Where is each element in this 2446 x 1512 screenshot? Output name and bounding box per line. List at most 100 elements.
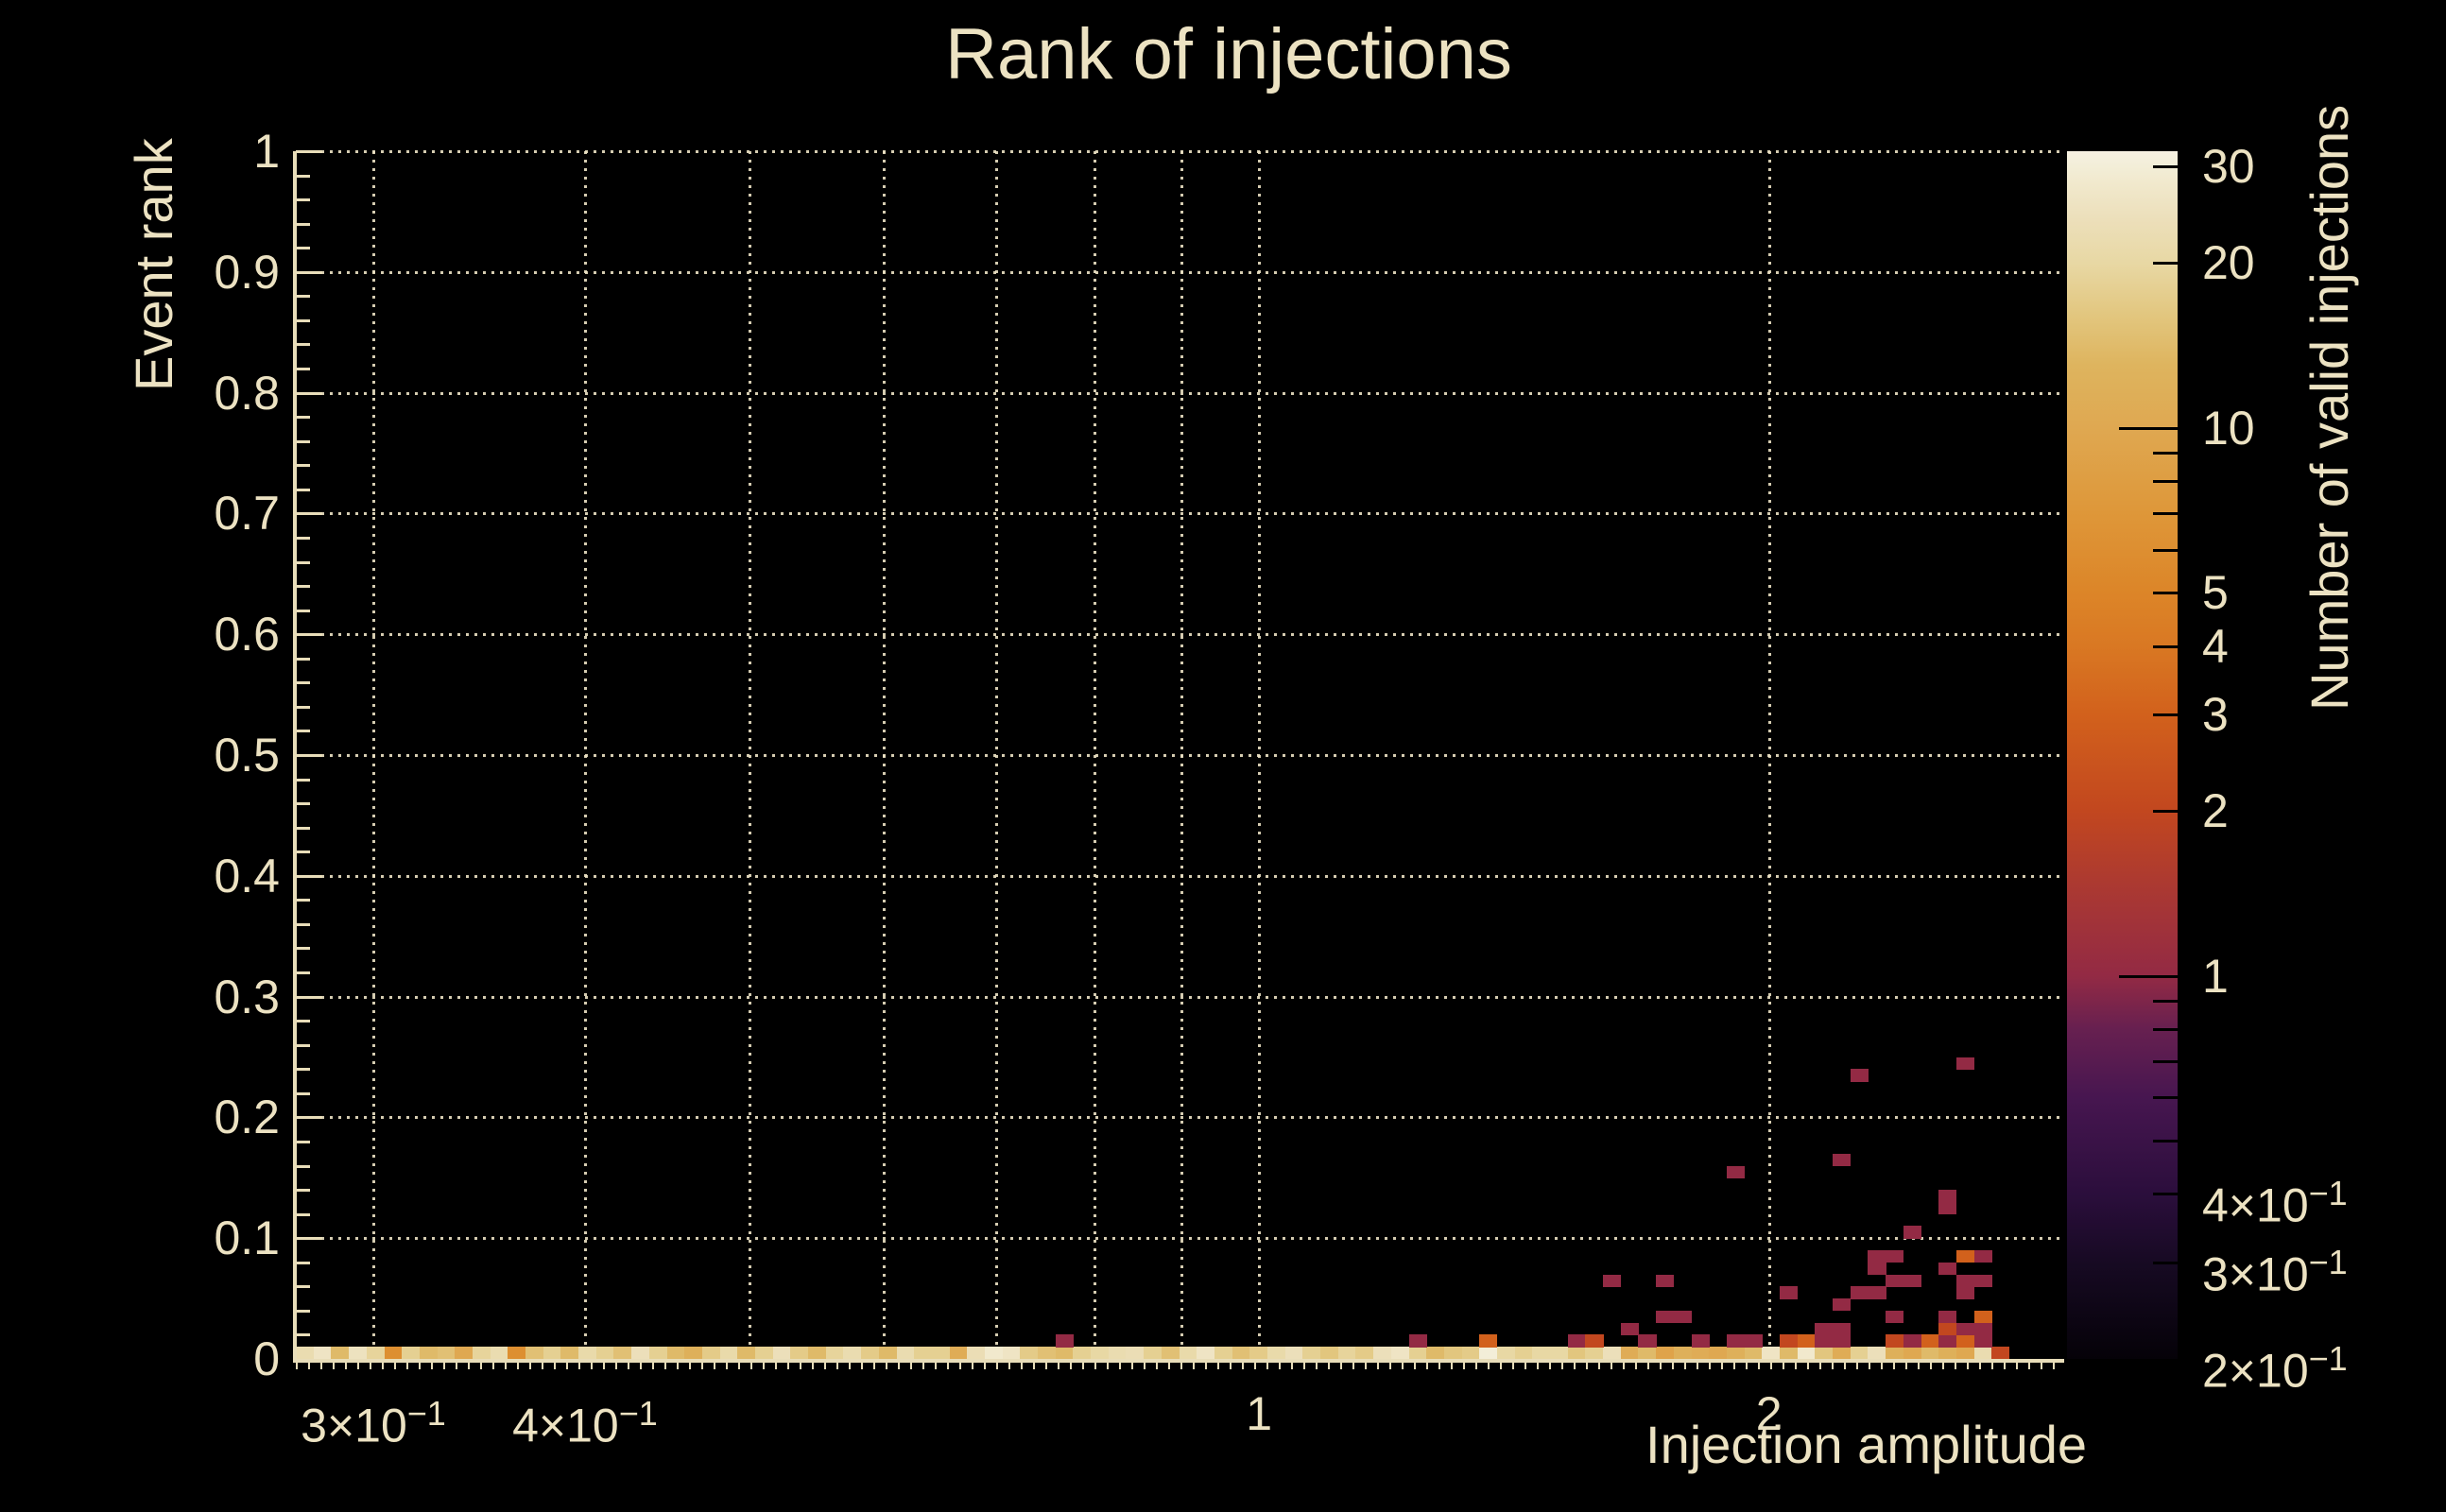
heatmap-cell (1850, 1347, 1869, 1360)
heatmap-cell (1938, 1334, 1957, 1348)
colorbar-minor-tick (2153, 644, 2178, 648)
chart-title: Rank of injections (945, 14, 1512, 94)
heatmap-cell (1780, 1334, 1799, 1348)
y-major-tick (296, 995, 322, 999)
heatmap-cell (1302, 1347, 1321, 1360)
heatmap-cell (1337, 1347, 1356, 1360)
y-minor-tick (296, 1261, 310, 1264)
heatmap-cell (1815, 1322, 1834, 1335)
heatmap-cell (1091, 1347, 1110, 1360)
heatmap-cell (1797, 1347, 1816, 1360)
y-minor-tick (296, 826, 310, 830)
x-gridline (1180, 151, 1184, 1359)
heatmap-cell (1355, 1347, 1374, 1360)
colorbar-tick-label-exponent: −1 (2308, 1339, 2348, 1378)
heatmap-cell (1850, 1069, 1869, 1082)
heatmap-cell (419, 1347, 438, 1360)
y-minor-tick (296, 730, 310, 733)
x-axis-line (293, 1359, 2064, 1363)
heatmap-cell (1284, 1347, 1303, 1360)
y-minor-tick (296, 198, 310, 202)
x-tick-label: 4×10−1 (434, 1385, 736, 1454)
y-minor-tick (296, 947, 310, 951)
heatmap-cell (1921, 1347, 1939, 1360)
colorbar-tick-label-text: 5 (2202, 566, 2229, 620)
heatmap-cell (1550, 1347, 1569, 1360)
heatmap-cell (1161, 1347, 1180, 1360)
colorbar-tick-label-text: 3 (2202, 688, 2229, 742)
heatmap-cell (1020, 1347, 1039, 1360)
heatmap-cell (508, 1347, 526, 1360)
y-gridline (296, 633, 2062, 637)
colorbar-tick-label-text: 3×10 (2202, 1247, 2309, 1301)
colorbar-minor-tick (2153, 1193, 2178, 1196)
heatmap-cell (1603, 1274, 1622, 1287)
heatmap-cell (843, 1347, 862, 1360)
heatmap-cell (1673, 1347, 1692, 1360)
y-tick-label: 0.2 (214, 1091, 280, 1144)
y-minor-tick (296, 1285, 310, 1289)
heatmap-cell (1673, 1310, 1692, 1324)
heatmap-cell (437, 1347, 456, 1360)
colorbar-tick-label: 3 (2202, 686, 2446, 743)
y-minor-tick (296, 560, 310, 564)
y-major-tick (296, 874, 322, 878)
x-gridline (1767, 151, 1771, 1359)
x-tick-label: 3×10−1 (222, 1385, 525, 1454)
y-gridline (296, 150, 2062, 153)
heatmap-cell (719, 1347, 738, 1360)
heatmap-cell (1955, 1347, 1975, 1360)
y-axis-line (293, 151, 297, 1363)
x-tick-label-text: 1 (1246, 1387, 1273, 1440)
heatmap-cell (560, 1347, 579, 1360)
x-gridline (1258, 151, 1262, 1359)
y-minor-tick (296, 1020, 310, 1023)
heatmap-cell (931, 1347, 950, 1360)
y-tick-label: 0.7 (214, 487, 280, 541)
colorbar-tick-label: 1 (2202, 948, 2446, 1005)
y-major-tick (296, 150, 322, 153)
heatmap-cell (331, 1347, 350, 1360)
y-minor-tick (296, 1140, 310, 1143)
heatmap-cell (1055, 1347, 1074, 1360)
heatmap-cell (1762, 1347, 1781, 1360)
heatmap-cell (1815, 1334, 1834, 1348)
y-minor-tick (296, 1189, 310, 1193)
colorbar-minor-tick (2153, 1261, 2178, 1264)
y-major-tick (296, 1116, 322, 1120)
heatmap-cell (1938, 1190, 1957, 1203)
heatmap-cell (578, 1347, 597, 1360)
y-minor-tick (296, 899, 310, 902)
heatmap-cell (1955, 1274, 1975, 1287)
heatmap-cell (1479, 1334, 1498, 1348)
heatmap-cell (1938, 1310, 1957, 1324)
y-gridline (296, 391, 2062, 395)
y-gridline (296, 874, 2062, 878)
x-gridline (583, 151, 587, 1359)
heatmap-cell (1038, 1347, 1057, 1360)
heatmap-cell (1780, 1347, 1799, 1360)
heatmap-cell (1886, 1310, 1904, 1324)
heatmap-cell (1691, 1334, 1710, 1348)
y-minor-tick (296, 464, 310, 468)
x-tick-label-text: 4×10 (512, 1399, 619, 1452)
colorbar-tick-label-text: 4×10 (2202, 1179, 2309, 1233)
heatmap-cell (1833, 1347, 1852, 1360)
heatmap-cell (1144, 1347, 1163, 1360)
y-minor-tick (296, 247, 310, 250)
colorbar (2067, 151, 2178, 1359)
heatmap-cell (1408, 1334, 1427, 1348)
heatmap-cell (772, 1347, 791, 1360)
y-major-tick (296, 270, 322, 274)
heatmap-cell (613, 1347, 632, 1360)
heatmap-cell (1886, 1250, 1904, 1263)
heatmap-cell (825, 1347, 844, 1360)
heatmap-cell (1656, 1347, 1675, 1360)
heatmap-cell (1214, 1347, 1233, 1360)
heatmap-cell (1903, 1274, 1921, 1287)
colorbar-tick-label: 2×10−1 (2202, 1331, 2446, 1400)
y-minor-tick (296, 1164, 310, 1168)
y-gridline (296, 1116, 2062, 1120)
heatmap-cell (1179, 1347, 1197, 1360)
heatmap-cell (1886, 1347, 1904, 1360)
